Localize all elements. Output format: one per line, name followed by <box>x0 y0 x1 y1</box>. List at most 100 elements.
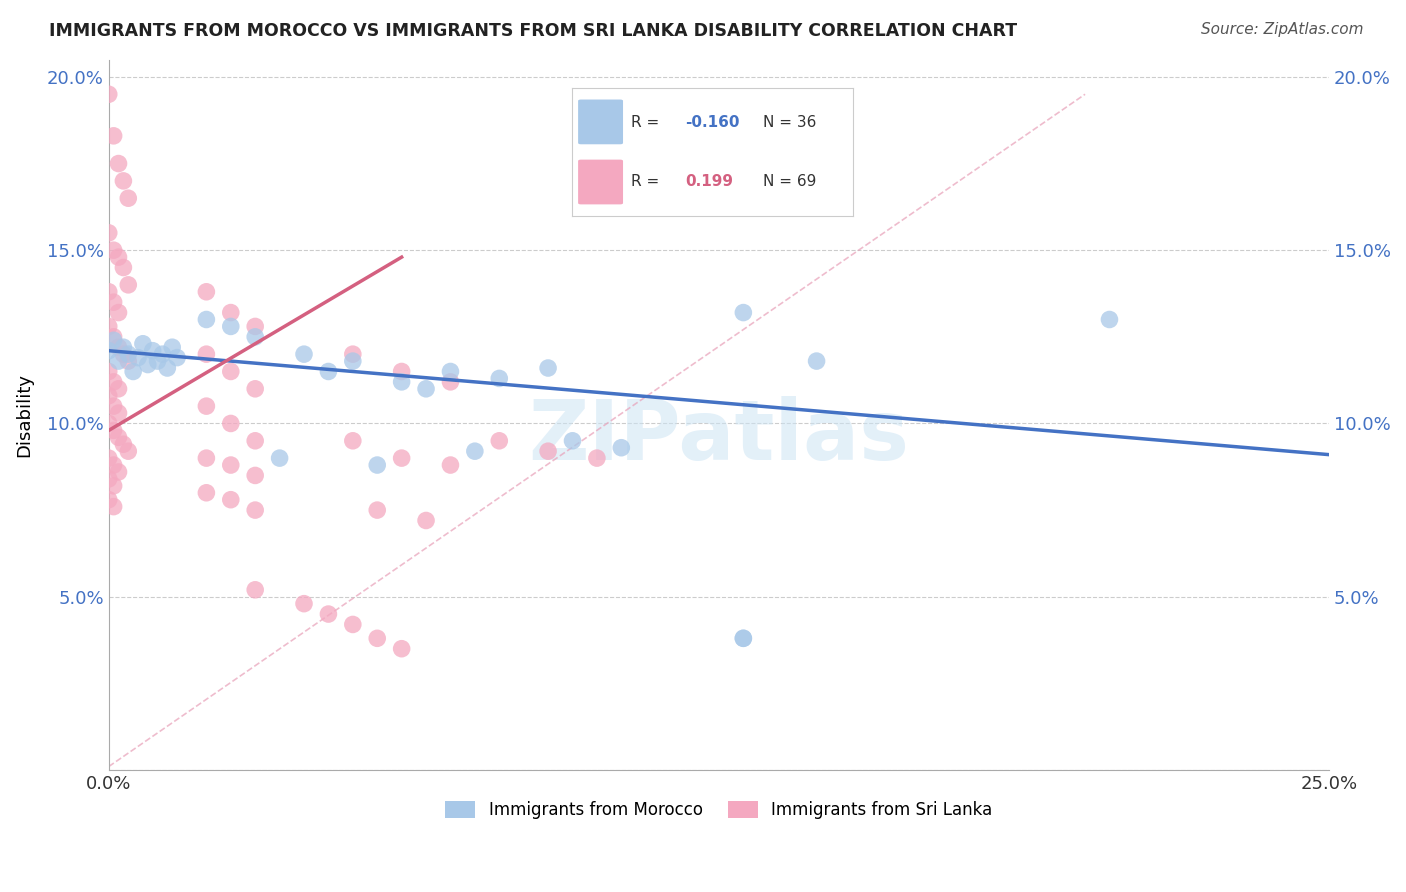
Point <box>97 451 120 466</box>
Point <box>127 351 149 365</box>
Point <box>537 444 560 458</box>
Legend: Immigrants from Morocco, Immigrants from Sri Lanka: Immigrants from Morocco, Immigrants from… <box>439 794 1000 826</box>
Point <box>366 503 388 517</box>
Point <box>103 399 125 413</box>
Point <box>537 361 560 376</box>
Point <box>136 358 159 372</box>
Point <box>219 305 242 319</box>
Point <box>342 434 364 448</box>
Y-axis label: Disability: Disability <box>15 373 32 457</box>
Point <box>117 444 139 458</box>
Point <box>107 382 129 396</box>
Point <box>117 347 139 361</box>
Point <box>103 295 125 310</box>
Point <box>292 347 315 361</box>
Point <box>219 364 242 378</box>
Point <box>142 343 165 358</box>
Point <box>391 364 413 378</box>
Point <box>269 451 291 466</box>
Point <box>342 617 364 632</box>
Point <box>107 465 129 479</box>
Point <box>733 632 755 646</box>
Point <box>342 347 364 361</box>
Point <box>195 485 218 500</box>
Point <box>97 343 120 358</box>
Point <box>195 285 218 299</box>
Point <box>415 382 437 396</box>
Point <box>103 479 125 493</box>
Point <box>219 492 242 507</box>
Point <box>103 330 125 344</box>
Point <box>103 458 125 472</box>
Point <box>146 354 169 368</box>
Point <box>318 607 340 621</box>
Point <box>245 468 267 483</box>
Text: IMMIGRANTS FROM MOROCCO VS IMMIGRANTS FROM SRI LANKA DISABILITY CORRELATION CHAR: IMMIGRANTS FROM MOROCCO VS IMMIGRANTS FR… <box>49 22 1018 40</box>
Point <box>1098 312 1121 326</box>
Point <box>103 333 125 347</box>
Point <box>439 458 461 472</box>
Point <box>391 375 413 389</box>
Point <box>97 226 120 240</box>
Point <box>117 191 139 205</box>
Point <box>97 472 120 486</box>
Point <box>561 434 583 448</box>
Point <box>219 458 242 472</box>
Text: Source: ZipAtlas.com: Source: ZipAtlas.com <box>1201 22 1364 37</box>
Point <box>195 347 218 361</box>
Point <box>439 375 461 389</box>
Point <box>107 250 129 264</box>
Point <box>112 340 135 354</box>
Point <box>156 361 179 376</box>
Point <box>806 354 828 368</box>
Point <box>245 382 267 396</box>
Point <box>112 347 135 361</box>
Point <box>107 340 129 354</box>
Point <box>117 354 139 368</box>
Point <box>219 319 242 334</box>
Point <box>245 330 267 344</box>
Point <box>391 451 413 466</box>
Point <box>166 351 188 365</box>
Point <box>318 364 340 378</box>
Point <box>245 319 267 334</box>
Point <box>152 347 174 361</box>
Point <box>488 371 510 385</box>
Point <box>366 458 388 472</box>
Point <box>97 87 120 102</box>
Text: ZIPatlas: ZIPatlas <box>529 396 910 476</box>
Point <box>97 319 120 334</box>
Point <box>103 243 125 257</box>
Point <box>103 128 125 143</box>
Point <box>97 417 120 431</box>
Point <box>464 444 486 458</box>
Point <box>195 312 218 326</box>
Point <box>160 340 183 354</box>
Point <box>112 437 135 451</box>
Point <box>117 277 139 292</box>
Point <box>610 441 633 455</box>
Point <box>366 632 388 646</box>
Point <box>586 451 609 466</box>
Point <box>733 305 755 319</box>
Point <box>112 260 135 275</box>
Point <box>195 451 218 466</box>
Point <box>97 492 120 507</box>
Point <box>195 399 218 413</box>
Point <box>132 336 155 351</box>
Point <box>112 174 135 188</box>
Point <box>219 417 242 431</box>
Point <box>107 406 129 420</box>
Point <box>415 514 437 528</box>
Point <box>245 582 267 597</box>
Point <box>107 354 129 368</box>
Point <box>97 364 120 378</box>
Point <box>103 424 125 438</box>
Point <box>107 305 129 319</box>
Point <box>97 285 120 299</box>
Point <box>97 389 120 403</box>
Point <box>342 354 364 368</box>
Point <box>122 364 145 378</box>
Point <box>292 597 315 611</box>
Point <box>245 434 267 448</box>
